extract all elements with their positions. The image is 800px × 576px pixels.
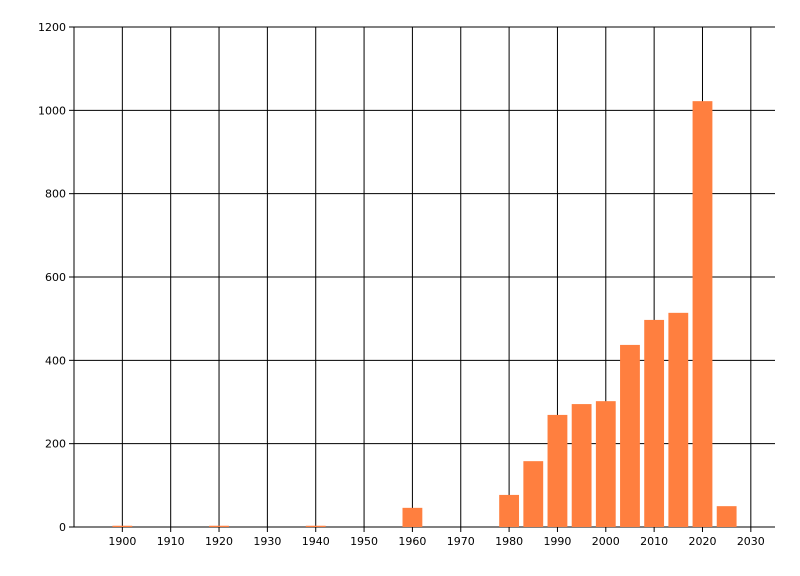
x-tick-label: 2020 xyxy=(688,535,716,548)
x-tick-label: 1970 xyxy=(447,535,475,548)
bar xyxy=(644,319,665,527)
x-tick-label: 1980 xyxy=(495,535,523,548)
x-tick-label: 1930 xyxy=(253,535,281,548)
x-tick-label: 1910 xyxy=(157,535,185,548)
y-tick-label: 200 xyxy=(45,438,66,451)
bar xyxy=(402,507,423,527)
bar xyxy=(305,525,326,527)
x-tick-label: 2010 xyxy=(640,535,668,548)
x-tick-label: 1940 xyxy=(302,535,330,548)
y-tick-label: 1000 xyxy=(38,104,66,117)
y-tick-label: 0 xyxy=(59,521,66,534)
bar xyxy=(112,525,133,527)
x-tick-label: 1990 xyxy=(543,535,571,548)
x-tick-label: 1900 xyxy=(108,535,136,548)
x-tick-label: 2030 xyxy=(737,535,765,548)
bar xyxy=(547,414,568,527)
bar xyxy=(571,404,592,527)
bar xyxy=(620,344,640,527)
bar xyxy=(716,506,737,527)
x-tick-label: 1960 xyxy=(398,535,426,548)
y-tick-label: 600 xyxy=(45,271,66,284)
bar xyxy=(499,494,520,527)
x-tick-label: 1950 xyxy=(350,535,378,548)
bar xyxy=(595,401,616,527)
bar xyxy=(668,312,689,527)
x-tick-label: 1920 xyxy=(205,535,233,548)
y-tick-label: 1200 xyxy=(38,21,66,34)
bar xyxy=(523,461,544,527)
y-tick-label: 400 xyxy=(45,354,66,367)
bar xyxy=(692,101,713,528)
bar xyxy=(209,525,229,527)
y-tick-label: 800 xyxy=(45,188,66,201)
x-tick-label: 2000 xyxy=(592,535,620,548)
